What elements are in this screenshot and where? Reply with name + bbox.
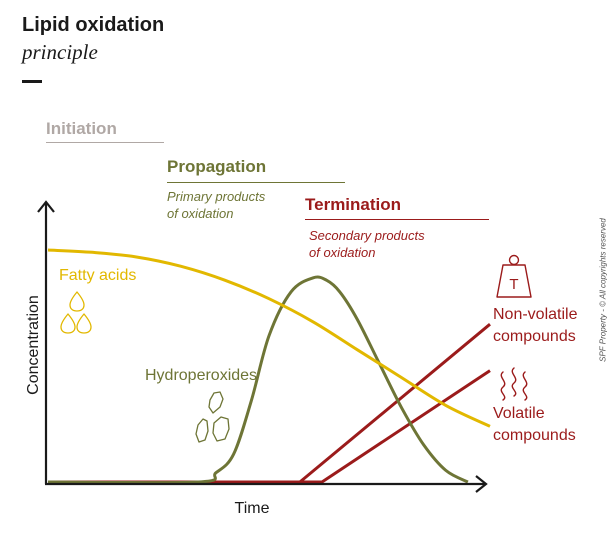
series-lines	[47, 248, 491, 485]
page-title: Lipid oxidation	[22, 14, 165, 36]
page-subtitle: principle	[22, 40, 98, 64]
series-label-volatile: Volatile compounds	[493, 403, 576, 447]
series-line-hydroperoxides	[47, 275, 469, 485]
termination-note-line-2: of oxidation	[309, 245, 376, 260]
y-axis-arrow	[37, 200, 55, 213]
propagation-note-line-1: Primary products	[167, 189, 266, 204]
phase-propagation-rule	[167, 182, 345, 183]
phase-initiation-label: Initiation	[46, 119, 117, 138]
axes: Time Concentration	[25, 200, 488, 517]
series-label-non-volatile-line-2: compounds	[493, 328, 576, 345]
series-line-fatty-acids	[47, 248, 491, 428]
weight-icon-letter: T	[509, 276, 518, 293]
series-label-volatile-line-2: compounds	[493, 427, 576, 444]
vapor-icon	[500, 367, 528, 401]
series-label-volatile-line-1: Volatile	[493, 405, 545, 422]
termination-note-line-1: Secondary products	[309, 228, 425, 243]
series-line-volatile-compounds	[48, 369, 491, 484]
phase-propagation-label: Propagation	[167, 157, 267, 176]
phase-termination-label: Termination	[305, 195, 402, 214]
series-label-fatty-acids: Fatty acids	[59, 265, 136, 287]
series-label-non-volatile-line-1: Non-volatile	[493, 306, 578, 323]
droplets-icon	[60, 291, 92, 334]
x-axis-label: Time	[235, 500, 270, 517]
propagation-note: Primary products of oxidation	[167, 188, 265, 222]
molecule-fragments-icon	[195, 391, 230, 443]
phase-termination-rule	[305, 219, 489, 220]
series-label-fatty-acids-line-1: Fatty acids	[59, 267, 137, 284]
termination-note: Secondary products of oxidation	[309, 227, 425, 261]
phase-initiation-rule	[46, 142, 164, 143]
x-axis-arrow	[475, 475, 488, 493]
series-line-non-volatile-compounds	[48, 323, 491, 484]
title-divider	[22, 80, 42, 83]
series-label-hydroperoxides: Hydroperoxides	[145, 365, 257, 387]
weight-icon	[496, 254, 532, 298]
series-label-non-volatile: Non-volatile compounds	[493, 304, 577, 348]
y-axis-label: Concentration	[25, 295, 42, 395]
series-label-hydroperoxides-line-1: Hydroperoxides	[145, 367, 258, 384]
propagation-note-line-2: of oxidation	[167, 206, 234, 221]
